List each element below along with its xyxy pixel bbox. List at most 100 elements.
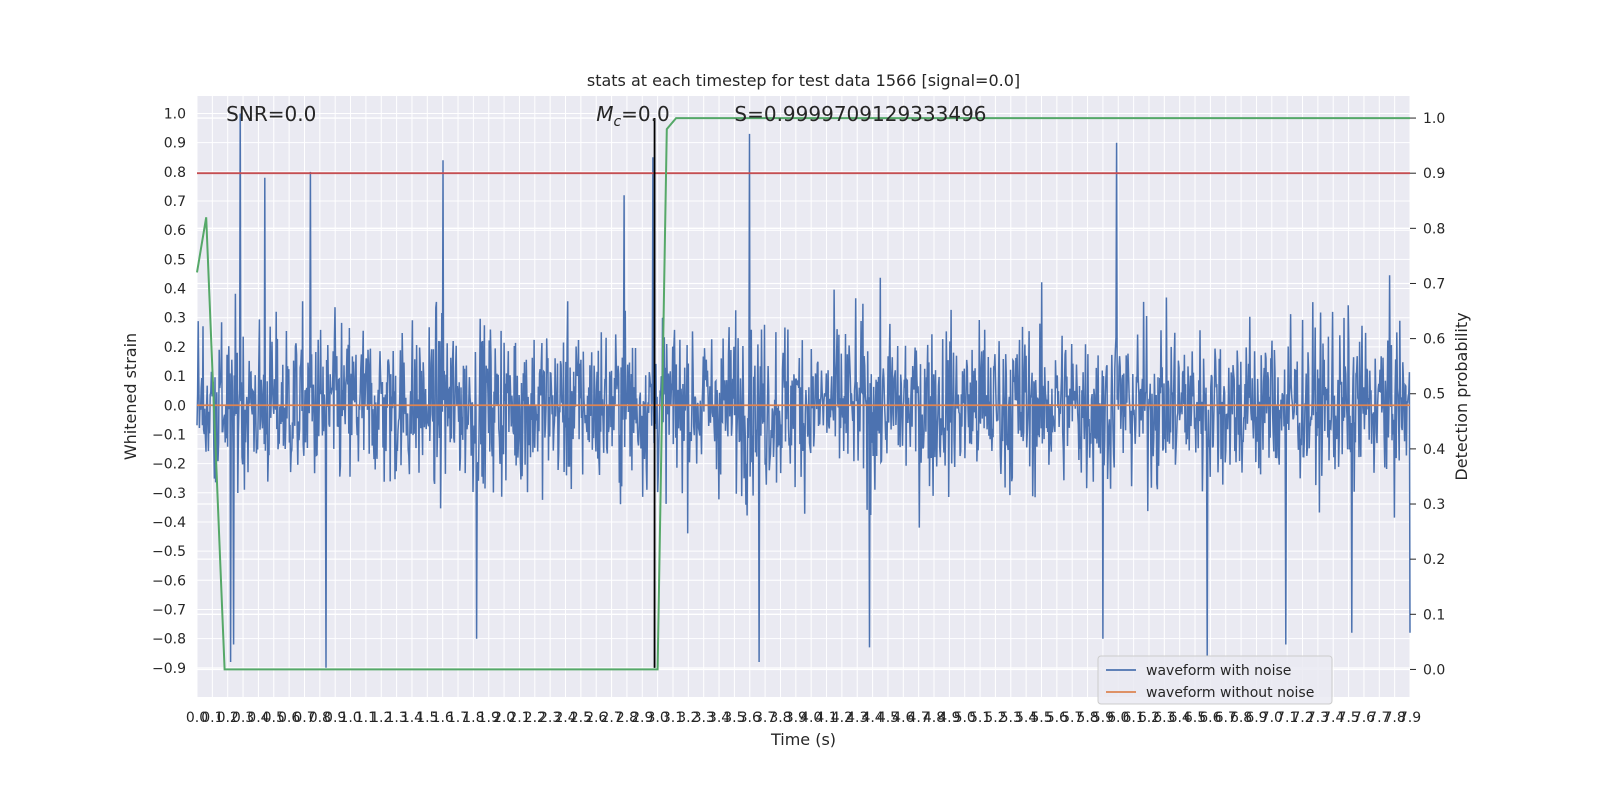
y2-tick-label: 0.8 (1423, 221, 1445, 237)
x-tick-label: 1.4 (401, 710, 423, 726)
x-tick-label: 2.1 (508, 710, 530, 726)
y-tick-label: −0.7 (152, 602, 186, 618)
y2-axis-title: Detection probability (1452, 312, 1471, 480)
y-tick-label: −0.1 (152, 427, 186, 443)
x-tick-label: 1.3 (385, 710, 407, 726)
y2-tick-label: 0.7 (1423, 276, 1445, 292)
x-tick-label: 7.0 (1261, 710, 1283, 726)
x-tick-label: 1.9 (478, 710, 500, 726)
snr-annotation: SNR=0.0 (226, 102, 316, 126)
chirp-mass-value: =0.0 (621, 102, 670, 126)
y-tick-label: 0.1 (164, 369, 186, 385)
x-tick-label: 6.2 (1138, 710, 1160, 726)
x-tick-label: 6.7 (1215, 710, 1237, 726)
x-tick-label: 4.5 (877, 710, 899, 726)
y2-tick-label: 0.1 (1423, 607, 1445, 623)
y-tick-label: −0.8 (152, 632, 186, 648)
x-tick-label: 5.2 (984, 710, 1006, 726)
x-tick-label: 6.0 (1107, 710, 1129, 726)
y-tick-label: 0.2 (164, 340, 186, 356)
x-tick-label: 6.5 (1184, 710, 1206, 726)
y-tick-label: −0.3 (152, 486, 186, 502)
x-tick-label: 4.1 (815, 710, 837, 726)
x-tick-label: 6.3 (1153, 710, 1175, 726)
x-tick-label: 2.2 (524, 710, 546, 726)
x-tick-label: 1.2 (370, 710, 392, 726)
y-tick-label: −0.2 (152, 457, 186, 473)
x-tick-label: 7.4 (1322, 710, 1344, 726)
x-tick-label: 4.2 (831, 710, 853, 726)
x-tick-label: 0.9 (324, 710, 346, 726)
x-tick-label: 3.4 (708, 710, 730, 726)
x-tick-label: 0.8 (309, 710, 331, 726)
x-tick-label: 2.6 (585, 710, 607, 726)
y2-tick-label: 0.5 (1423, 387, 1445, 403)
y2-tick-label: 0.2 (1423, 552, 1445, 568)
x-tick-label: 0.0 (186, 710, 208, 726)
y-tick-label: 0.9 (164, 136, 186, 152)
chirp-mass-annotation: Mc=0.0 (596, 102, 670, 130)
y-tick-label: −0.5 (152, 544, 186, 560)
x-tick-label: 7.5 (1337, 710, 1359, 726)
y-tick-label: −0.9 (152, 661, 186, 677)
x-tick-label: 5.0 (954, 710, 976, 726)
y-tick-label: 0.7 (164, 194, 186, 210)
y-axis-ticks: 1.0 0.9 0.8 0.7 0.6 0.5 0.4 0.3 0.2 0.1 0.0 −0.1 −0.… (152, 107, 186, 677)
x-axis-title: Time (s) (770, 730, 836, 749)
x-tick-label: 2.0 (493, 710, 515, 726)
x-tick-label: 7.9 (1399, 710, 1421, 726)
x-tick-label: 0.3 (232, 710, 254, 726)
x-tick-label: 3.6 (739, 710, 761, 726)
series-layer (196, 113, 1411, 671)
s-annotation: S=0.9999709129333496 (734, 102, 986, 126)
series-detection-probability (196, 117, 1410, 671)
y2-tick-label: 0.9 (1423, 166, 1445, 182)
y-tick-label: 1.0 (164, 107, 186, 123)
x-tick-label: 2.8 (616, 710, 638, 726)
x-tick-label: 5.5 (1030, 710, 1052, 726)
y2-tick-label: 0.4 (1423, 442, 1445, 458)
y-tick-label: 0.4 (164, 282, 186, 298)
y-tick-label: 0.0 (164, 398, 186, 414)
x-tick-label: 0.2 (217, 710, 239, 726)
x-tick-label: 3.1 (662, 710, 684, 726)
x-tick-label: 3.3 (693, 710, 715, 726)
y-tick-label: 0.5 (164, 252, 186, 268)
y-tick-label: 0.8 (164, 165, 186, 181)
y2-tick-label: 0.6 (1423, 332, 1445, 348)
x-tick-label: 5.6 (1046, 710, 1068, 726)
y-tick-label: 0.3 (164, 311, 186, 327)
x-tick-label: 0.7 (293, 710, 315, 726)
x-tick-label: 6.4 (1169, 710, 1191, 726)
x-tick-label: 3.2 (677, 710, 699, 726)
x-axis-ticks: 0.00.10.20.30.40.50.60.70.80.91.01.11.21… (186, 710, 1421, 726)
x-tick-label: 3.7 (754, 710, 776, 726)
x-tick-label: 4.9 (938, 710, 960, 726)
x-tick-label: 3.9 (785, 710, 807, 726)
x-tick-label: 7.1 (1276, 710, 1298, 726)
x-tick-label: 4.8 (923, 710, 945, 726)
chart-title: stats at each timestep for test data 156… (587, 71, 1020, 90)
x-tick-label: 1.1 (355, 710, 377, 726)
x-tick-label: 3.5 (723, 710, 745, 726)
chirp-mass-subscript: c (613, 114, 621, 130)
x-tick-label: 3.8 (769, 710, 791, 726)
x-tick-label: 7.6 (1353, 710, 1375, 726)
x-tick-label: 6.1 (1122, 710, 1144, 726)
x-tick-label: 4.7 (908, 710, 930, 726)
x-tick-label: 3.0 (647, 710, 669, 726)
x-tick-label: 4.4 (861, 710, 883, 726)
x-tick-label: 5.3 (1000, 710, 1022, 726)
x-tick-label: 7.2 (1291, 710, 1313, 726)
x-tick-label: 0.5 (263, 710, 285, 726)
legend-label-noise: waveform with noise (1146, 663, 1291, 679)
x-tick-label: 0.4 (247, 710, 269, 726)
legend-label-clean: waveform without noise (1146, 685, 1314, 701)
x-tick-label: 1.6 (432, 710, 454, 726)
x-tick-label: 1.5 (416, 710, 438, 726)
x-tick-label: 6.9 (1245, 710, 1267, 726)
x-tick-label: 2.5 (570, 710, 592, 726)
y2-axis-ticks: 1.0 0.9 0.8 0.7 0.6 0.5 0.4 0.3 0.2 0.1 0.0 (1410, 111, 1445, 678)
x-tick-label: 4.3 (846, 710, 868, 726)
x-tick-label: 5.9 (1092, 710, 1114, 726)
